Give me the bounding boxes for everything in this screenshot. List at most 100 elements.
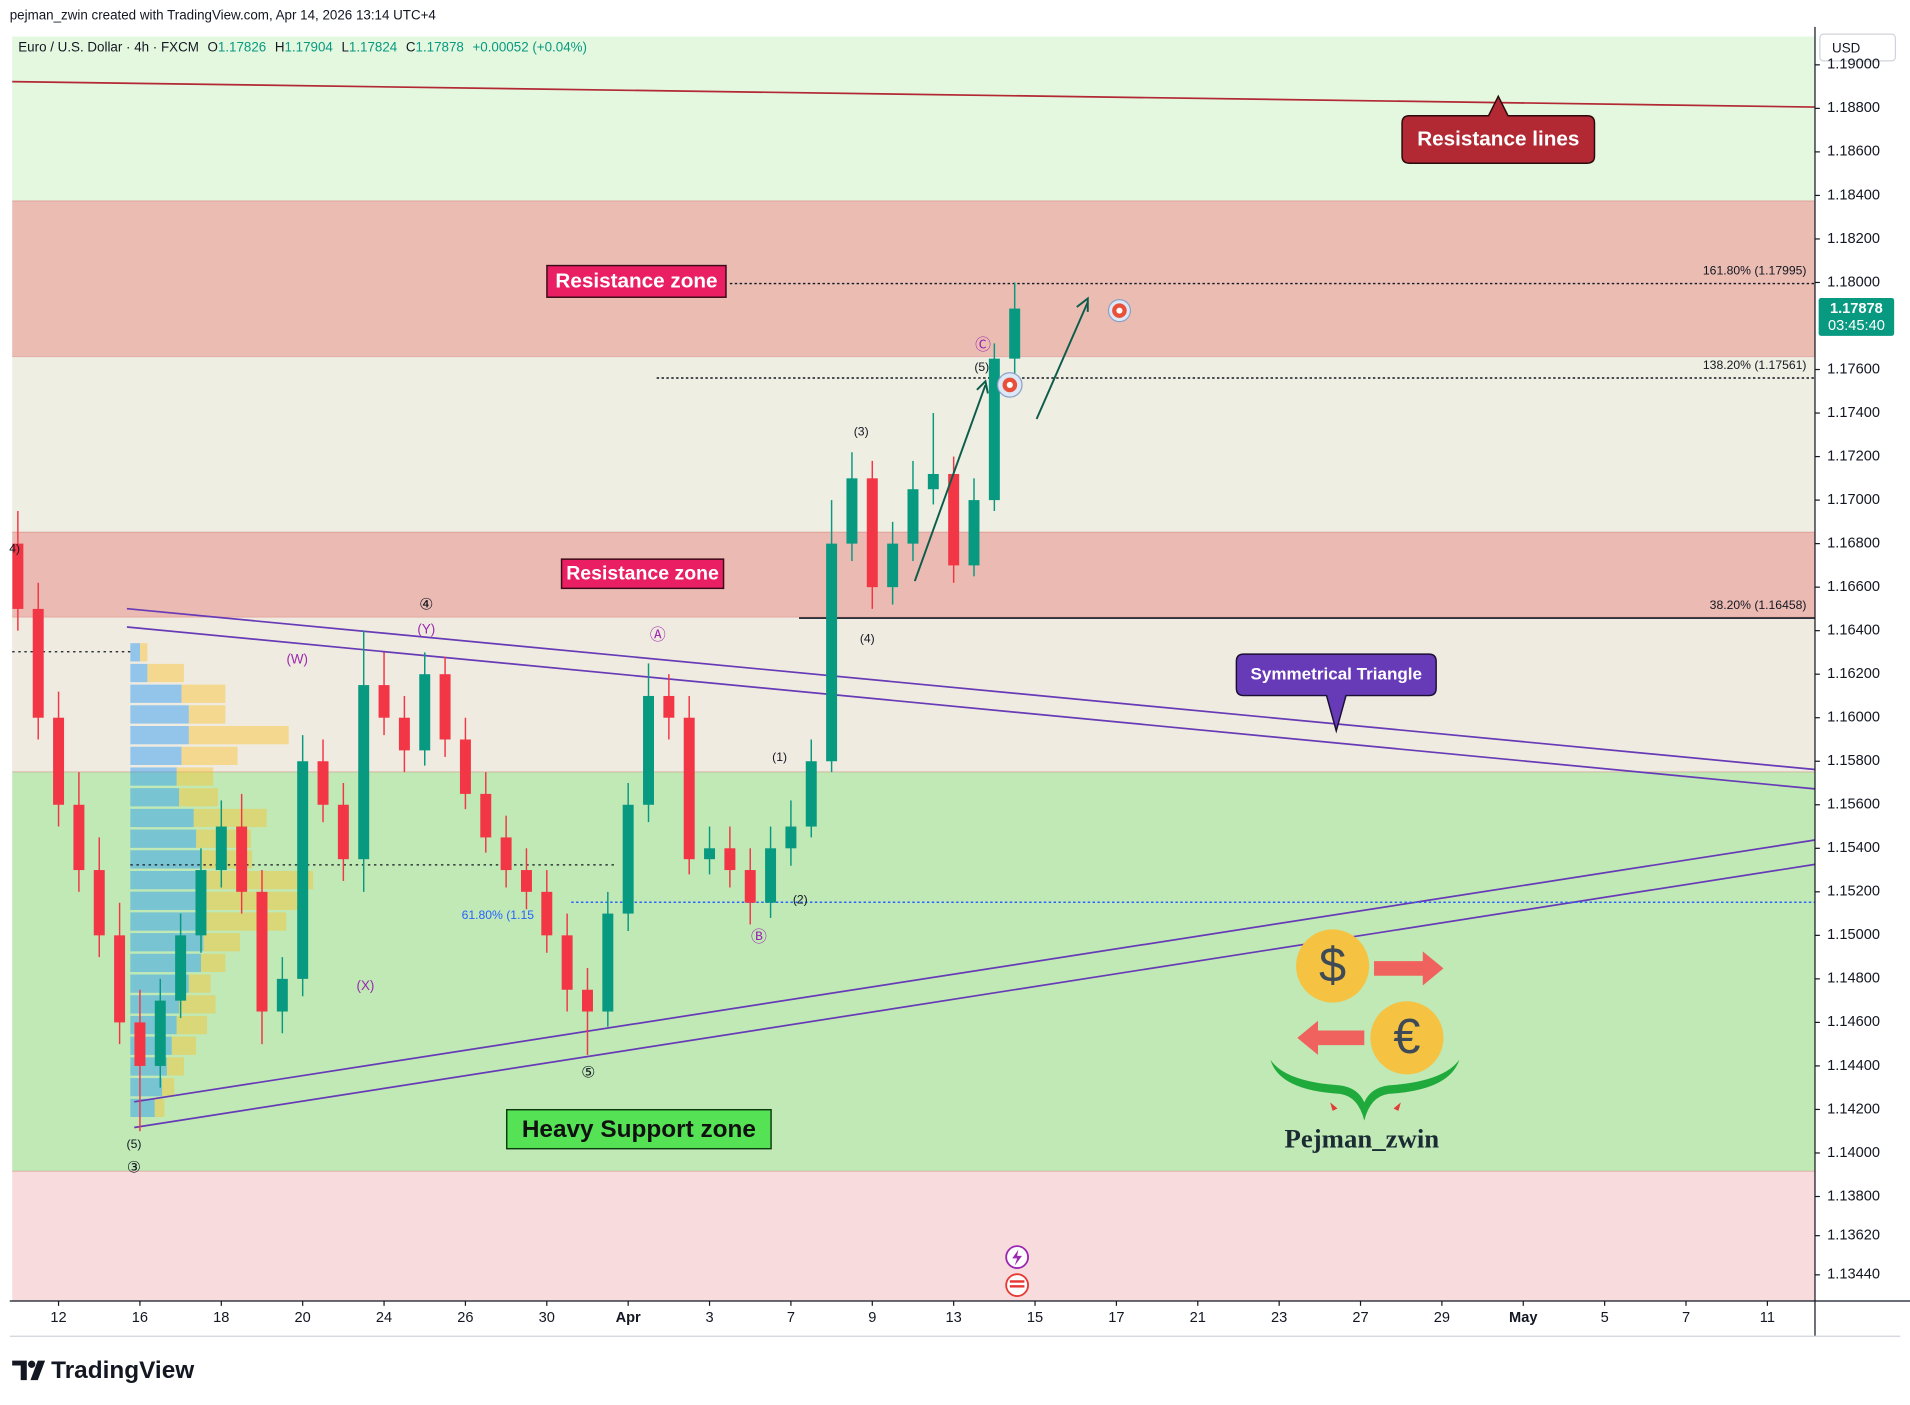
profile-bar-up <box>130 933 204 952</box>
wave-label: (W) <box>286 652 308 667</box>
currency-box <box>1819 33 1896 62</box>
wave-label: (2) <box>793 892 808 906</box>
x-tick-label: 18 <box>213 1310 229 1326</box>
profile-bar-down <box>203 870 314 890</box>
candle-body <box>32 608 44 718</box>
candle-body <box>948 473 960 566</box>
trendline <box>134 839 1816 1103</box>
y-tick-label: 1.14800 <box>1827 971 1880 987</box>
profile-bar-up <box>130 891 206 910</box>
profile-bar-down <box>181 684 226 703</box>
candle-body <box>724 848 736 871</box>
x-tick-label: 12 <box>50 1310 66 1326</box>
x-tick-label: 7 <box>787 1310 795 1326</box>
candle-body <box>398 717 410 751</box>
candle-body <box>154 1000 166 1066</box>
legend-c: C <box>406 39 416 54</box>
symbol-legend: Euro / U.S. Dollar · 4h · FXCM O1.17826 … <box>18 39 587 54</box>
y-tick-label: 1.14200 <box>1827 1101 1880 1117</box>
y-tick-label: 1.14000 <box>1827 1145 1880 1161</box>
profile-bar-down <box>166 1057 184 1076</box>
y-tick-label: 1.16600 <box>1827 579 1880 595</box>
annotation-resistance-zone-2: Resistance zone <box>560 558 725 590</box>
trendline <box>126 626 1816 790</box>
profile-bar-up <box>130 829 197 848</box>
profile-bar-down <box>140 643 148 662</box>
x-tick-label: 29 <box>1434 1310 1450 1326</box>
x-tick-label: 16 <box>132 1310 148 1326</box>
candle-body <box>561 935 573 990</box>
y-tick-label: 1.15000 <box>1827 927 1880 943</box>
event-icons <box>1005 1245 1030 1297</box>
candle-body <box>907 489 919 544</box>
legend-h: H <box>275 39 285 54</box>
time-axis-panel <box>0 1300 1815 1337</box>
annotation-text: Resistance zone <box>566 562 719 584</box>
annotation-text: Heavy Support zone <box>522 1116 756 1143</box>
axes-layer: 1.19000 1.18800 1.18600 1.18400 1.18200 1.180… <box>50 57 1895 1326</box>
profile-bar-down <box>171 1036 197 1055</box>
trendline <box>134 863 1816 1129</box>
x-tick-label: Apr <box>616 1310 641 1326</box>
candle-body <box>805 761 817 827</box>
wave-label: Ⓐ <box>650 626 666 644</box>
profile-bar-up <box>130 705 189 724</box>
price-zone <box>12 617 1815 772</box>
wave-label: (Y) <box>417 621 435 636</box>
candle-body <box>744 870 756 903</box>
wave-label: (5) <box>127 1137 142 1151</box>
profile-bar-up <box>130 1098 155 1118</box>
legend-close: 1.17878 <box>416 39 464 54</box>
x-tick-label: 24 <box>376 1310 392 1326</box>
y-tick-label: 1.13620 <box>1827 1228 1880 1244</box>
x-tick-label: 9 <box>868 1310 876 1326</box>
candle-body <box>114 935 126 1023</box>
profile-bar-up <box>130 953 201 973</box>
candle-body <box>826 543 838 762</box>
profile-bar-up <box>130 643 141 662</box>
branding: TradingView <box>12 1357 194 1384</box>
wave-label: ⑤ <box>581 1064 595 1081</box>
candle-body <box>1009 308 1021 359</box>
price-zone <box>12 1171 1815 1301</box>
profile-bar-up <box>130 912 201 931</box>
x-tick-label: 26 <box>457 1310 473 1326</box>
candle-body <box>582 989 593 1012</box>
currency: USD <box>1832 40 1861 55</box>
wave-label: (3) <box>854 425 869 439</box>
profile-bar-down <box>188 974 211 993</box>
profile-bar-up <box>130 870 204 890</box>
lines-layer: 161.80% (1.17995) 138.20% (1.17561) 38.20%… <box>12 80 1816 1129</box>
candle-body <box>53 717 65 805</box>
candle-body <box>785 826 797 849</box>
x-tick-label: 13 <box>946 1310 962 1326</box>
projection-arrows <box>913 296 1089 582</box>
y-tick-label: 1.19000 <box>1827 57 1880 73</box>
y-tick-label: 1.18800 <box>1827 100 1880 116</box>
candle-body <box>480 793 492 838</box>
profile-bar-down <box>203 933 240 952</box>
y-tick-label: 1.18400 <box>1827 187 1880 203</box>
profile-bar-down <box>147 663 184 683</box>
candle-body <box>236 826 248 892</box>
target-icon <box>997 299 1132 398</box>
x-tick-label: 20 <box>295 1310 311 1326</box>
candle-body <box>765 848 777 903</box>
candle-body <box>378 685 390 718</box>
fib-label: 138.20% (1.17561) <box>1703 358 1807 372</box>
annotation-resistance-zone-1: Resistance zone <box>546 264 727 298</box>
profile-bar-down <box>179 995 216 1014</box>
y-tick-label: 1.15200 <box>1827 884 1880 900</box>
x-tick-label: 17 <box>1108 1310 1124 1326</box>
profile-bar-up <box>130 663 148 683</box>
profile-bar-down <box>188 705 226 724</box>
wave-label: (4) <box>860 632 875 646</box>
candle-body <box>419 674 431 751</box>
candle-body <box>439 674 451 740</box>
profile-bar-up <box>130 995 180 1014</box>
legend-o: O <box>207 39 217 54</box>
profile-bar-up <box>130 850 201 869</box>
y-tick-label: 1.18000 <box>1827 274 1880 290</box>
profile-bar-down <box>162 1078 175 1097</box>
candle-body <box>500 837 512 871</box>
